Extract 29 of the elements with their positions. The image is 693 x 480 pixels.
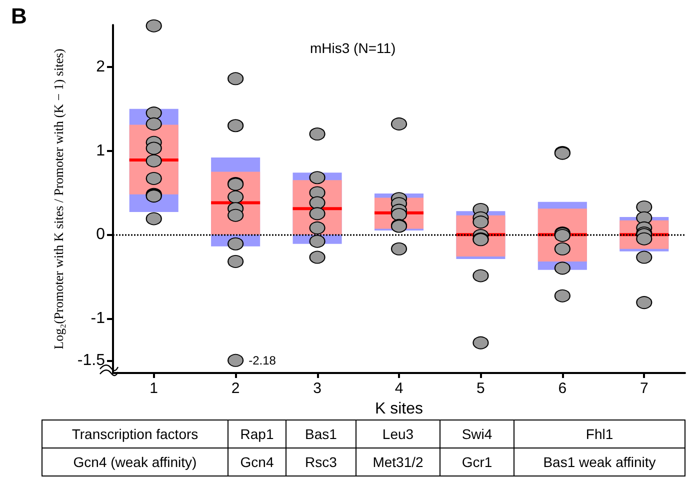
x-axis-title: K sites bbox=[374, 400, 424, 418]
text: Fhl1 bbox=[586, 426, 614, 442]
text: Bas1 weak affinity bbox=[543, 454, 656, 470]
text: Gcn4 (weak affinity) bbox=[73, 454, 197, 470]
text: Rsc3 bbox=[305, 454, 338, 470]
x-tick-label: 1 bbox=[150, 380, 158, 397]
x-tick-label: 4 bbox=[394, 380, 404, 397]
x-tick-label: 7 bbox=[640, 380, 648, 397]
text: mHis3 (N=11) bbox=[310, 40, 396, 56]
text: Swi4 bbox=[462, 426, 492, 442]
y-axis-title: Log₂(Promoter with K sites / Promoter with (K − 1) sites) bbox=[51, 48, 66, 350]
text: Met31/2 bbox=[372, 454, 424, 470]
y-tick-label: 0 bbox=[96, 226, 106, 244]
text: Leu3 bbox=[382, 426, 414, 442]
y-tick-label: 1 bbox=[96, 142, 106, 160]
x-tick-label: 6 bbox=[558, 380, 567, 397]
text: Transcription factors bbox=[72, 426, 198, 442]
y-tick-label: 2 bbox=[96, 58, 106, 76]
x-tick-label: 3 bbox=[313, 380, 322, 397]
annotation: -2.18 bbox=[248, 353, 276, 368]
y-tick-label: -1 bbox=[90, 310, 106, 327]
text: Bas1 bbox=[305, 426, 338, 442]
x-tick-label: 2 bbox=[231, 380, 240, 397]
text: Gcn4 bbox=[240, 454, 274, 470]
x-tick-label: 5 bbox=[476, 380, 485, 397]
y-tick-label: -1.5 bbox=[77, 352, 106, 369]
chart-title: B bbox=[11, 4, 27, 28]
text: Gcr1 bbox=[462, 454, 492, 470]
text: Rap1 bbox=[240, 426, 274, 442]
